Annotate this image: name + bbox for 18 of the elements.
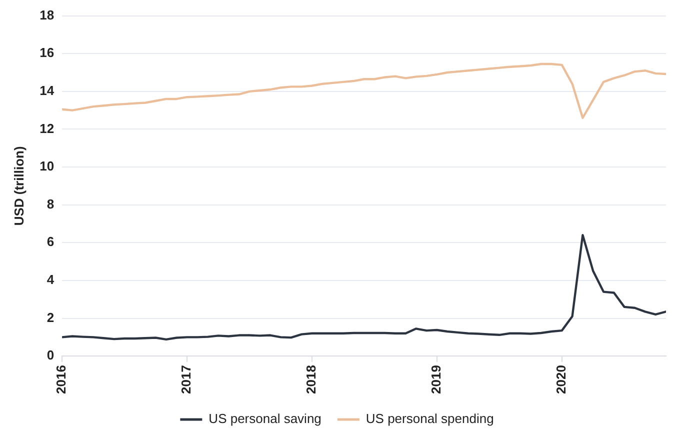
legend-label: US personal spending [366, 411, 494, 426]
legend-label: US personal saving [208, 411, 322, 426]
y-tick-label: 14 [40, 82, 55, 98]
x-tick-label: 2018 [304, 365, 319, 394]
y-tick-label: 4 [46, 272, 55, 288]
y-tick-label: 2 [46, 310, 54, 325]
x-tick-label: 2020 [553, 365, 568, 394]
y-tick-label: 6 [46, 234, 54, 250]
x-tick-label: 2016 [54, 365, 69, 394]
x-tick-label: 2017 [178, 365, 194, 394]
y-tick-label: 18 [40, 7, 54, 22]
y-tick-label: 12 [40, 120, 54, 136]
y-tick-label: 0 [46, 348, 54, 363]
y-tick-label: 10 [40, 158, 54, 174]
y-tick-label: 16 [40, 45, 54, 60]
y-tick-label: 8 [46, 196, 54, 212]
y-axis-title: USD (trillion) [11, 146, 26, 226]
x-tick-label: 2019 [428, 365, 444, 394]
